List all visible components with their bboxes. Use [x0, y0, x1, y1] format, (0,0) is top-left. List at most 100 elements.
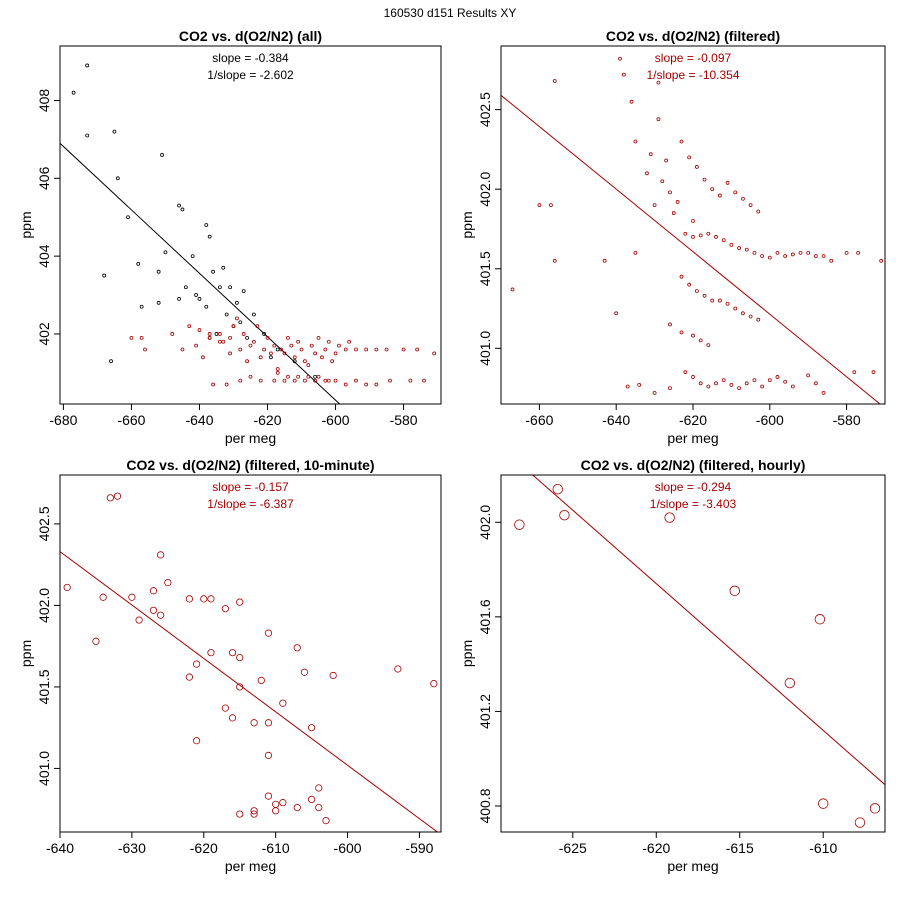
x-tick-label: -625: [559, 840, 587, 856]
data-point: [717, 298, 722, 303]
data-point: [633, 250, 638, 255]
data-point: [430, 680, 438, 688]
data-point: [744, 247, 749, 252]
data-point: [92, 637, 100, 645]
panel-4: CO2 vs. d(O2/N2) (filtered, hourly) slope…: [459, 457, 886, 874]
data-point: [384, 347, 389, 352]
slope-annotation: slope = -0.097: [655, 51, 732, 65]
data-point: [180, 347, 185, 352]
x-tick-label: -640: [185, 412, 213, 428]
data-point: [190, 254, 195, 259]
data-point: [652, 203, 657, 208]
data-point: [415, 347, 420, 352]
data-point: [129, 335, 134, 340]
x-tick-label: -600: [334, 840, 362, 856]
data-point: [197, 328, 202, 332]
plot-frame: [500, 474, 886, 833]
data-point: [337, 343, 341, 348]
y-tick-label: 402.5: [36, 506, 52, 541]
data-point: [698, 338, 703, 343]
x-tick-label: -610: [809, 840, 837, 856]
data-point: [706, 384, 711, 389]
data-point: [316, 335, 321, 340]
data-point: [813, 381, 818, 386]
data-point: [272, 800, 280, 808]
y-tick-label: 401.2: [477, 694, 493, 729]
data-point: [157, 611, 165, 619]
data-point: [286, 374, 290, 379]
data-point: [618, 56, 622, 61]
x-tick-label: -620: [642, 840, 670, 856]
fit-line: [501, 94, 881, 404]
data-point: [633, 139, 638, 144]
data-point: [269, 351, 273, 356]
data-point: [293, 803, 301, 812]
data-point: [300, 668, 309, 676]
y-axis-label: ppm: [459, 211, 475, 238]
data-point: [854, 817, 866, 828]
data-point: [660, 179, 665, 184]
data-point: [264, 751, 273, 759]
data-point: [322, 816, 330, 825]
data-point: [330, 359, 335, 364]
data-point: [869, 803, 881, 814]
data-point: [364, 347, 369, 352]
data-point: [164, 578, 172, 587]
data-point: [698, 381, 703, 386]
y-tick-label: 402.0: [477, 505, 493, 540]
data-point: [207, 234, 212, 239]
data-point: [733, 306, 738, 311]
data-point: [236, 810, 244, 818]
data-point: [126, 215, 130, 220]
data-point: [326, 339, 331, 344]
data-point: [725, 301, 730, 306]
data-point: [234, 300, 239, 305]
data-point: [286, 335, 290, 340]
data-point: [691, 375, 695, 379]
fit-line: [532, 475, 885, 786]
data-point: [706, 231, 711, 236]
slope-annotation: 1/slope = -6.387: [207, 497, 294, 511]
data-point: [308, 724, 316, 732]
data-point: [250, 807, 258, 815]
data-point: [721, 378, 726, 383]
data-point: [143, 347, 147, 352]
data-point: [374, 347, 379, 352]
data-point: [552, 483, 563, 495]
x-axis-label: per meg: [667, 858, 718, 874]
y-tick-label: 402.0: [477, 171, 493, 206]
data-point: [109, 359, 113, 364]
data-point: [675, 200, 680, 204]
plot-title: CO2 vs. d(O2/N2) (filtered, hourly): [581, 457, 806, 473]
data-point: [296, 374, 301, 379]
data-point: [725, 180, 730, 185]
data-point: [614, 311, 619, 316]
data-point: [760, 384, 765, 389]
y-axis-label: ppm: [18, 640, 34, 667]
data-point: [844, 250, 849, 255]
slope-annotation: slope = -0.384: [212, 51, 289, 65]
data-point: [333, 378, 338, 383]
data-point: [234, 316, 239, 321]
plot-area: [501, 56, 884, 404]
data-point: [200, 355, 205, 360]
data-point: [656, 80, 661, 85]
data-point: [879, 258, 884, 263]
data-point: [228, 649, 237, 657]
data-point: [139, 304, 144, 309]
data-point: [664, 158, 669, 163]
data-point: [313, 351, 318, 356]
data-point: [192, 737, 201, 745]
data-point: [813, 254, 818, 258]
data-point: [679, 139, 684, 144]
data-point: [197, 297, 202, 301]
data-point: [401, 347, 406, 352]
data-point: [374, 382, 379, 387]
data-point: [231, 324, 236, 329]
data-point: [272, 378, 277, 383]
data-point: [252, 312, 256, 317]
data-point: [258, 355, 263, 360]
y-tick-label: 401.0: [36, 751, 52, 786]
y-tick-label: 401.5: [36, 669, 52, 704]
